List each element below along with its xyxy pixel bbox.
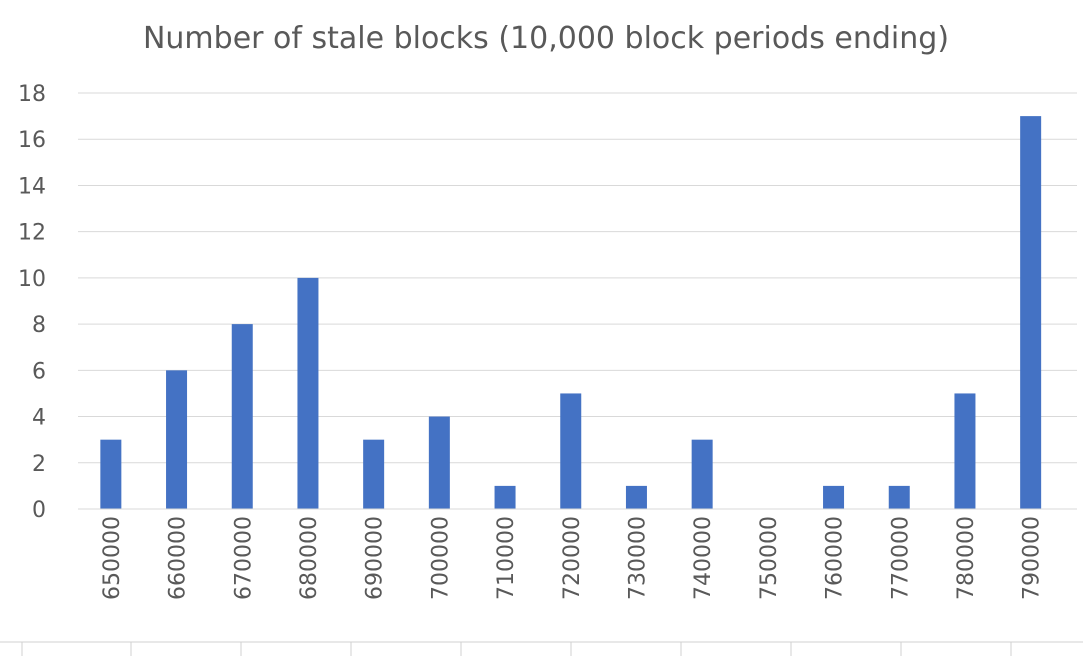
bar	[560, 393, 582, 509]
bar	[494, 485, 516, 509]
y-tick-label: 18	[18, 82, 46, 107]
bars	[100, 116, 1042, 509]
y-tick-label: 14	[18, 174, 46, 199]
bar	[297, 277, 319, 509]
bar	[954, 393, 976, 509]
bar	[100, 439, 122, 509]
bar	[231, 324, 253, 509]
bar	[691, 439, 713, 509]
y-tick-label: 0	[32, 498, 46, 523]
x-tick-label: 700000	[428, 516, 453, 600]
bar	[363, 439, 385, 509]
bar	[625, 485, 647, 509]
x-tick-label: 720000	[560, 516, 585, 600]
bar	[1020, 116, 1042, 509]
y-axis-tick-labels: 0 2 4 6 8 10 12 14 16 18	[18, 82, 46, 523]
x-tick-label: 780000	[954, 516, 979, 600]
x-tick-label: 750000	[757, 516, 782, 600]
x-tick-label: 790000	[1020, 516, 1045, 600]
bar	[166, 370, 188, 509]
y-tick-label: 12	[18, 221, 46, 246]
y-tick-label: 8	[32, 313, 46, 338]
y-tick-label: 4	[32, 406, 46, 431]
bar	[428, 416, 450, 509]
x-tick-label: 680000	[297, 516, 322, 600]
x-tick-label: 760000	[823, 516, 848, 600]
bar	[888, 485, 910, 509]
bar	[823, 485, 845, 509]
y-tick-label: 6	[32, 359, 46, 384]
x-tick-label: 740000	[691, 516, 716, 600]
chart-title: Number of stale blocks (10,000 block per…	[143, 21, 949, 56]
y-tick-label: 16	[18, 128, 46, 153]
x-tick-label: 660000	[166, 516, 191, 600]
x-tick-label: 650000	[100, 516, 125, 600]
x-tick-label: 770000	[888, 516, 913, 600]
x-tick-label: 730000	[625, 516, 650, 600]
bottom-table-lines	[0, 508, 1083, 656]
x-axis-tick-labels: 650000 660000 670000 680000 690000 700000 7100…	[100, 516, 1045, 600]
x-tick-label: 670000	[231, 516, 256, 600]
y-tick-label: 2	[32, 452, 46, 477]
x-tick-label: 690000	[363, 516, 388, 600]
x-tick-label: 710000	[494, 516, 519, 600]
y-tick-label: 10	[18, 267, 46, 292]
